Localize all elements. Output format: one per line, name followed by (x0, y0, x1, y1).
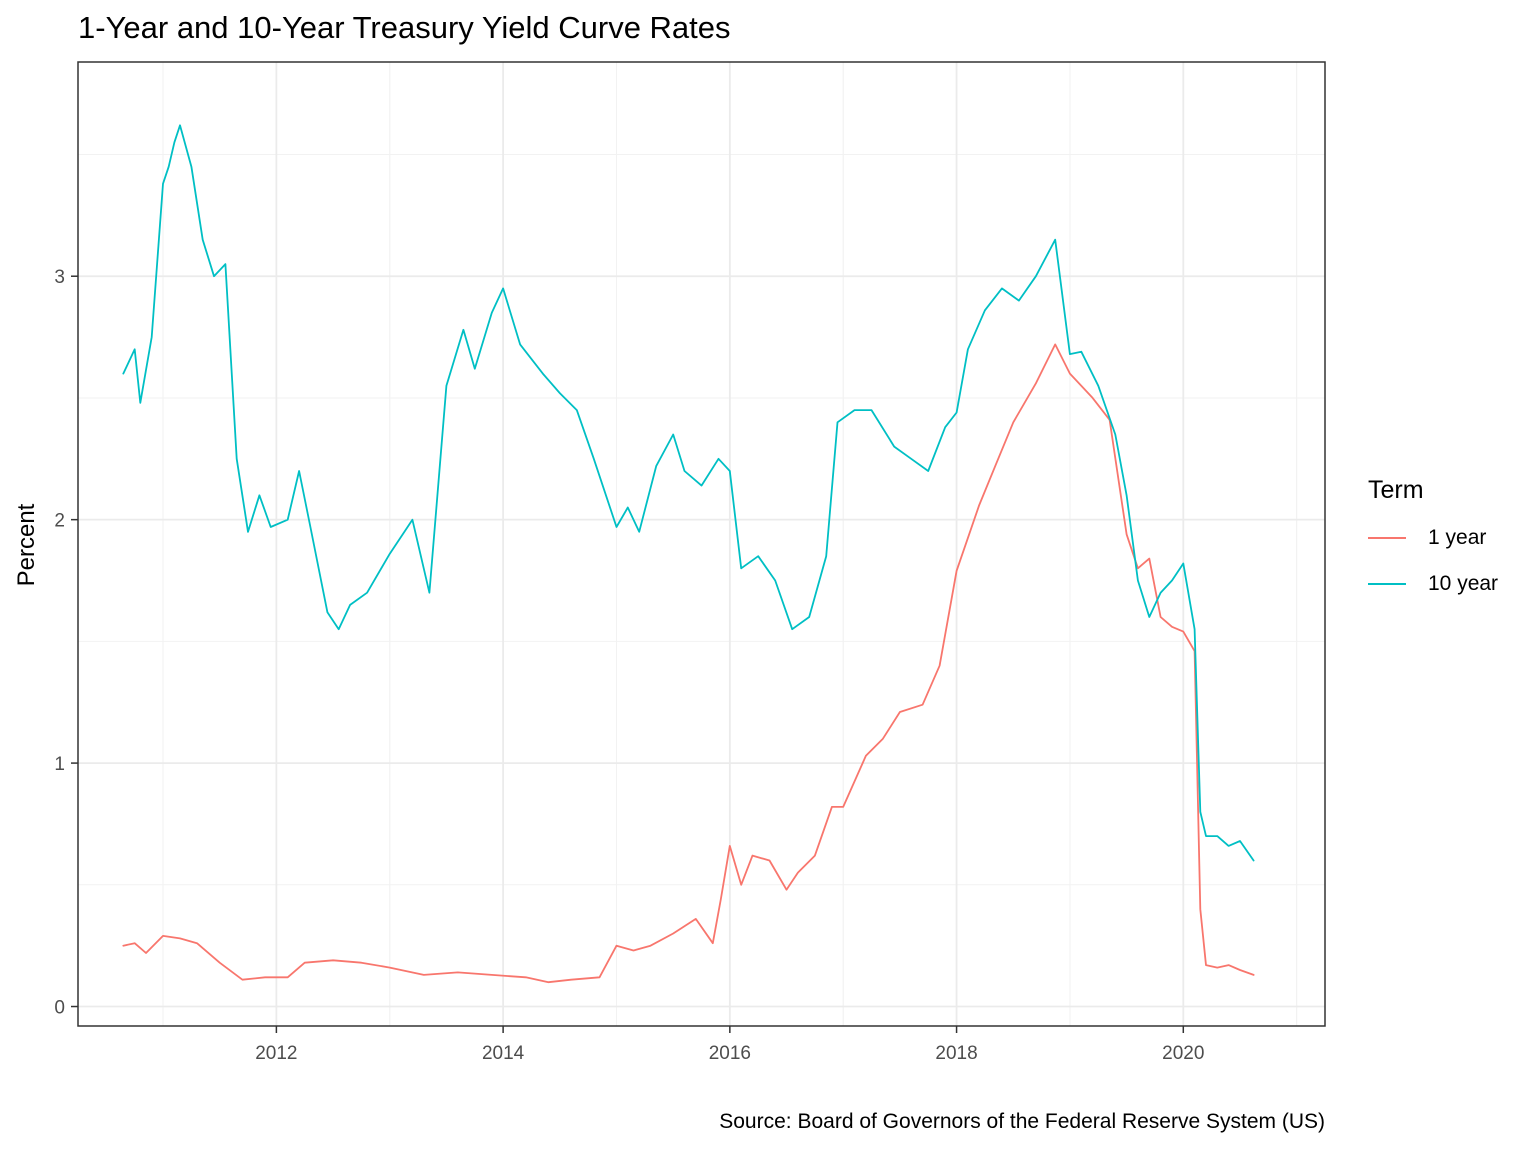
y-tick-label: 0 (54, 998, 65, 1019)
x-tick-label: 2018 (935, 1043, 977, 1064)
x-tick-label: 2012 (255, 1043, 297, 1064)
chart-title: 1-Year and 10-Year Treasury Yield Curve … (78, 10, 731, 45)
legend-title: Term (1368, 476, 1424, 504)
minor-gridlines (78, 62, 1325, 1026)
y-axis-label: Percent (13, 503, 40, 587)
legend: Term 1 year 10 year (1368, 476, 1498, 607)
chart-caption: Source: Board of Governors of the Federa… (719, 1110, 1325, 1133)
legend-key-1-year (1368, 537, 1406, 539)
legend-item-10-year: 10 year (1368, 561, 1498, 607)
axis-ticks: 2012 2014 2016 2018 2020 0 1 2 3 (54, 267, 1204, 1064)
y-tick-label: 2 (54, 511, 65, 532)
x-tick-label: 2020 (1162, 1043, 1204, 1064)
series-line-1-year (122, 343, 1255, 984)
legend-item-1-year: 1 year (1368, 515, 1498, 561)
legend-label-1-year: 1 year (1428, 526, 1487, 549)
panel-border (77, 61, 1326, 1027)
series-layer (122, 124, 1255, 984)
x-tick-label: 2016 (709, 1043, 751, 1064)
major-gridlines (78, 62, 1325, 1026)
legend-key-10-year (1368, 583, 1406, 585)
y-tick-label: 1 (54, 754, 65, 775)
series-line-10-year (122, 124, 1255, 862)
x-tick-label: 2014 (482, 1043, 525, 1064)
legend-label-10-year: 10 year (1428, 572, 1499, 595)
y-tick-label: 3 (54, 267, 65, 288)
